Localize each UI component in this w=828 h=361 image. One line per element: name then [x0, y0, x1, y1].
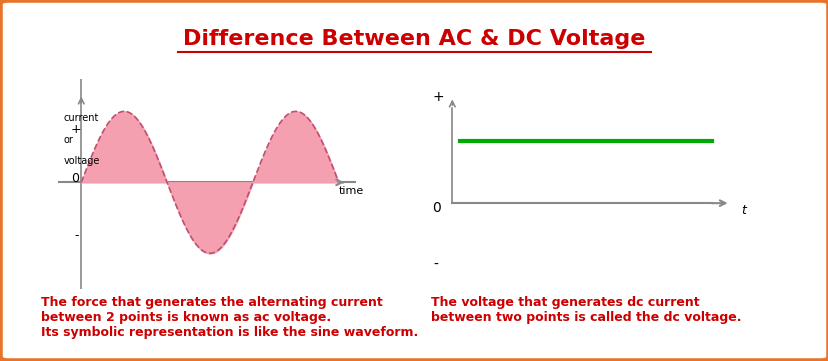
Text: current: current	[64, 113, 99, 123]
Text: voltage: voltage	[64, 156, 99, 166]
Text: -: -	[433, 258, 438, 272]
Text: time: time	[338, 186, 363, 196]
Text: 0: 0	[431, 201, 440, 215]
Text: -: -	[74, 229, 79, 242]
Text: t: t	[740, 204, 745, 217]
Text: The force that generates the alternating current
between 2 points is known as ac: The force that generates the alternating…	[41, 296, 418, 339]
Text: Difference Between AC & DC Voltage: Difference Between AC & DC Voltage	[183, 29, 645, 49]
Text: or: or	[64, 135, 74, 145]
Text: +: +	[432, 90, 444, 104]
Text: The voltage that generates dc current
between two points is called the dc voltag: The voltage that generates dc current be…	[431, 296, 741, 324]
Text: +: +	[71, 123, 81, 136]
Text: 0: 0	[71, 172, 79, 185]
